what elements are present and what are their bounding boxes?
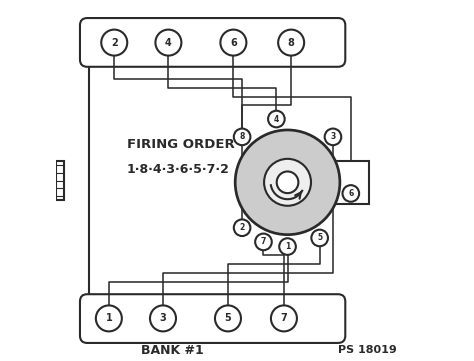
Bar <box>56 161 64 200</box>
FancyBboxPatch shape <box>80 294 345 343</box>
Bar <box>319 161 369 204</box>
Circle shape <box>277 171 298 193</box>
Text: 2: 2 <box>239 223 245 232</box>
Text: 4: 4 <box>165 38 172 48</box>
Text: 1: 1 <box>285 242 290 251</box>
Circle shape <box>278 30 304 56</box>
Circle shape <box>268 111 285 127</box>
Text: 2: 2 <box>111 38 118 48</box>
Circle shape <box>311 230 328 246</box>
Text: 5: 5 <box>225 313 231 323</box>
Circle shape <box>264 159 311 206</box>
Circle shape <box>271 305 297 331</box>
Text: 5: 5 <box>317 234 322 243</box>
Text: 3: 3 <box>160 313 166 323</box>
Text: 8: 8 <box>288 38 294 48</box>
Circle shape <box>215 305 241 331</box>
Text: 7: 7 <box>261 238 266 247</box>
FancyBboxPatch shape <box>80 18 345 67</box>
Text: 1: 1 <box>106 313 112 323</box>
Text: 1·8·4·3·6·5·7·2: 1·8·4·3·6·5·7·2 <box>127 163 230 176</box>
Circle shape <box>325 129 341 145</box>
Circle shape <box>234 129 250 145</box>
Circle shape <box>234 219 250 236</box>
Circle shape <box>279 238 296 255</box>
Circle shape <box>101 30 127 56</box>
Circle shape <box>96 305 122 331</box>
Text: 8: 8 <box>239 132 245 142</box>
Text: 6: 6 <box>230 38 237 48</box>
Text: FIRING ORDER: FIRING ORDER <box>127 138 235 151</box>
Circle shape <box>343 185 359 202</box>
Circle shape <box>150 305 176 331</box>
Text: BANK #1: BANK #1 <box>141 344 203 357</box>
Circle shape <box>235 130 340 235</box>
Text: 3: 3 <box>330 132 336 142</box>
Text: PS 18019: PS 18019 <box>337 345 396 355</box>
Text: 4: 4 <box>274 114 279 123</box>
Circle shape <box>220 30 246 56</box>
Text: 7: 7 <box>281 313 287 323</box>
Circle shape <box>155 30 182 56</box>
Circle shape <box>255 234 272 250</box>
Text: 6: 6 <box>348 189 354 198</box>
